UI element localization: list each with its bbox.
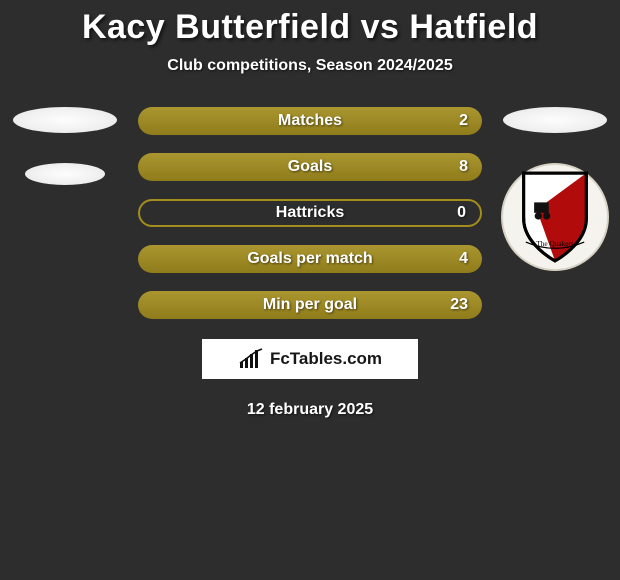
stat-row: Hattricks 0 [138,199,482,227]
date-label: 12 february 2025 [0,401,620,419]
stat-row: Min per goal 23 [138,291,482,319]
player-club-placeholder [25,163,105,185]
player-photo-placeholder [503,107,607,133]
stat-row: Goals 8 [138,153,482,181]
page-subtitle: Club competitions, Season 2024/2025 [0,57,620,75]
stat-label: Min per goal [263,296,357,314]
brand-logo[interactable]: FcTables.com [202,339,418,379]
stat-value: 23 [450,296,468,314]
stat-label: Hattricks [276,204,344,222]
stat-row: Goals per match 4 [138,245,482,273]
left-player-col [10,107,120,185]
stat-label: Goals [288,158,332,176]
shield-icon: The Quakers [513,169,597,265]
crest-motto: The Quakers [536,239,574,248]
page-title: Kacy Butterfield vs Hatfield [0,8,620,47]
stats-column: Matches 2 Goals 8 Hattricks 0 Goals per match 4… [138,107,482,319]
stat-row: Matches 2 [138,107,482,135]
stat-value: 8 [459,158,468,176]
club-crest: The Quakers [501,163,609,271]
stat-value: 0 [457,204,466,222]
stat-label: Matches [278,112,342,130]
stat-value: 4 [459,250,468,268]
right-player-col: The Quakers [500,107,610,271]
chart-icon [238,348,264,370]
stat-label: Goals per match [247,250,372,268]
brand-text: FcTables.com [270,349,382,369]
player-photo-placeholder [13,107,117,133]
stat-value: 2 [459,112,468,130]
